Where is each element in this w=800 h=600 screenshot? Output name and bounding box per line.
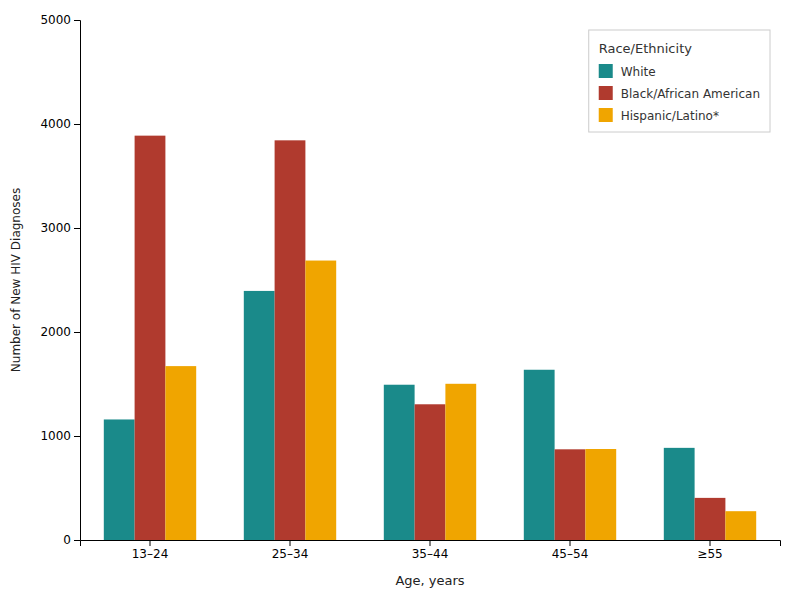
y-tick-mark	[74, 20, 80, 21]
bar	[695, 498, 726, 540]
x-axis-line	[81, 541, 781, 547]
bar-series	[104, 291, 695, 540]
bar	[585, 449, 616, 540]
x-tick-mark	[710, 540, 711, 546]
bar	[445, 384, 476, 540]
y-tick-mark	[74, 124, 80, 125]
legend-swatch	[599, 108, 613, 122]
bar	[275, 140, 306, 540]
y-tick: 3000	[40, 221, 80, 235]
x-tick: 45–54	[552, 540, 589, 561]
legend-label: White	[621, 65, 656, 79]
bar	[135, 136, 166, 540]
y-tick-mark	[74, 228, 80, 229]
y-tick-mark	[74, 332, 80, 333]
x-tick: ≥55	[697, 540, 722, 561]
bar	[664, 448, 695, 540]
y-tick-label: 5000	[40, 13, 71, 27]
y-tick-label: 1000	[40, 429, 71, 443]
legend-label: Hispanic/Latino*	[621, 109, 719, 123]
x-axis-title: Age, years	[395, 573, 464, 588]
bar	[165, 366, 196, 540]
y-axis-line	[74, 21, 81, 541]
y-tick: 1000	[40, 429, 80, 443]
bar	[415, 404, 446, 540]
legend-label: Black/African American	[621, 87, 760, 101]
x-tick-mark	[430, 540, 431, 546]
legend-item: Black/African American	[599, 86, 760, 101]
bar	[555, 449, 586, 540]
legend-item: White	[599, 64, 656, 79]
legend: Race/Ethnicity White Black/African America…	[589, 30, 770, 132]
x-tick: 13–24	[132, 540, 169, 561]
y-tick-label: 0	[63, 533, 71, 547]
x-tick-mark	[150, 540, 151, 546]
bar	[524, 370, 555, 540]
y-tick-label: 4000	[40, 117, 71, 131]
bar	[725, 511, 756, 540]
x-tick-label: 13–24	[132, 547, 169, 561]
x-tick: 25–34	[272, 540, 309, 561]
y-tick: 5000	[40, 13, 80, 27]
legend-swatch	[599, 64, 613, 78]
x-tick-label: 45–54	[552, 547, 589, 561]
y-tick: 4000	[40, 117, 80, 131]
bar	[244, 291, 275, 540]
y-tick: 2000	[40, 325, 80, 339]
bar-series	[165, 261, 756, 540]
legend-swatch	[599, 86, 613, 100]
x-axis: 13–24 25–34 35–44 45–54 ≥55	[81, 540, 781, 561]
y-axis: 0 1000 2000 3000 4000 5000	[40, 13, 80, 547]
legend-item: Hispanic/Latino*	[599, 108, 719, 123]
bar	[104, 419, 135, 540]
x-tick-label: 25–34	[272, 547, 309, 561]
x-tick-label: 35–44	[412, 547, 449, 561]
y-tick-label: 2000	[40, 325, 71, 339]
y-tick: 0	[63, 533, 80, 547]
legend-box	[589, 30, 770, 132]
plot-area: 13–24 25–34 35–44 45–54 ≥55 0 1000 2000 3000 4000…	[9, 13, 781, 588]
legend-title: Race/Ethnicity	[599, 41, 692, 56]
x-tick-mark	[570, 540, 571, 546]
y-tick-mark	[74, 540, 80, 541]
x-tick: 35–44	[412, 540, 449, 561]
chart: 13–24 25–34 35–44 45–54 ≥55 0 1000 2000 3000 4000…	[0, 0, 800, 600]
y-axis-title: Number of New HIV Diagnoses	[9, 188, 23, 372]
bar	[305, 261, 336, 540]
x-tick-mark	[290, 540, 291, 546]
x-tick-label: ≥55	[697, 547, 722, 561]
bar-series	[135, 136, 726, 540]
bar	[384, 385, 415, 540]
bars	[104, 136, 756, 540]
y-tick-mark	[74, 436, 80, 437]
y-tick-label: 3000	[40, 221, 71, 235]
